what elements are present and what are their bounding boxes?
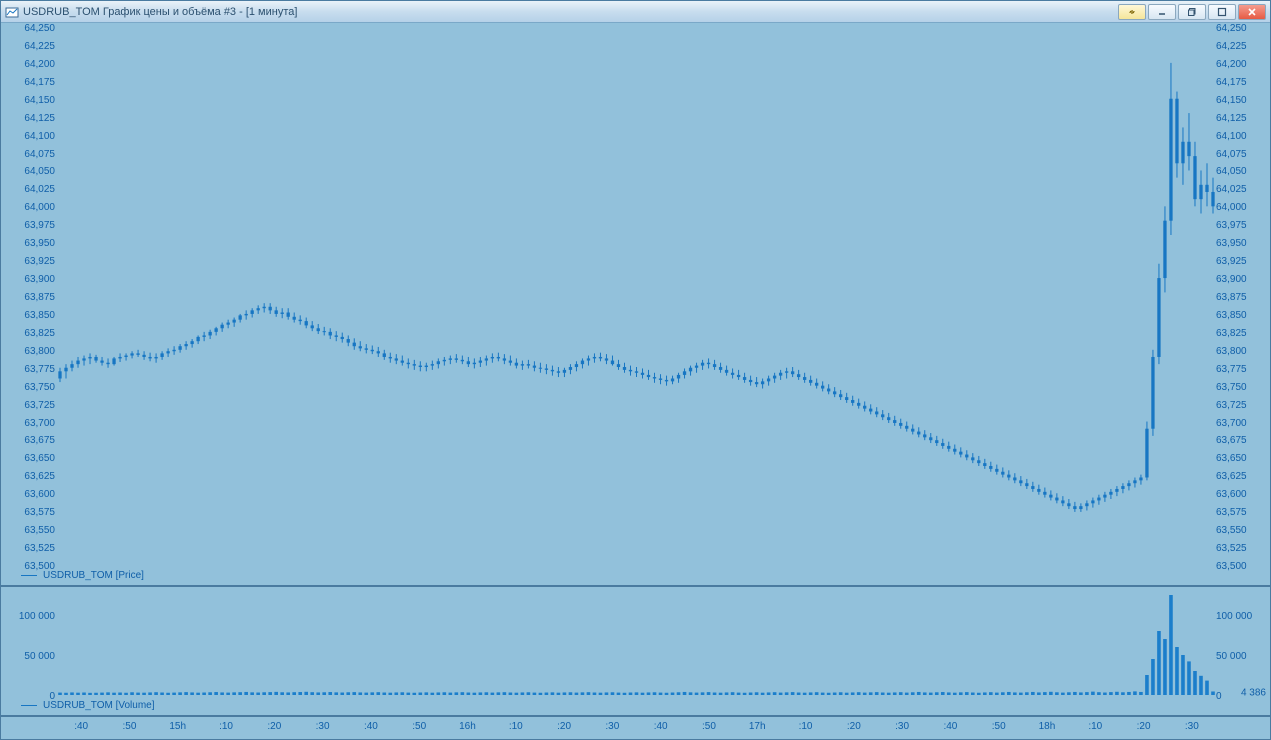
window-title: USDRUB_TOM График цены и объёма #3 - [1 …	[23, 6, 1118, 18]
time-tick: :10	[1088, 721, 1102, 732]
time-tick: :50	[412, 721, 426, 732]
time-tick: 15h	[169, 721, 186, 732]
time-tick: :40	[74, 721, 88, 732]
volume-legend: USDRUB_TOM [Volume]	[21, 700, 155, 711]
maximize-button[interactable]	[1208, 4, 1236, 20]
time-tick: 17h	[749, 721, 766, 732]
time-tick: :50	[702, 721, 716, 732]
app-icon	[5, 5, 19, 19]
time-tick: :10	[219, 721, 233, 732]
time-tick: :50	[122, 721, 136, 732]
minimize-button[interactable]	[1148, 4, 1176, 20]
close-button[interactable]	[1238, 4, 1266, 20]
price-plot[interactable]	[57, 27, 1216, 565]
price-axis-left: 64,25064,22564,20064,17564,15064,12564,1…	[5, 23, 55, 565]
time-tick: :30	[1185, 721, 1199, 732]
time-tick: :20	[1137, 721, 1151, 732]
price-legend: USDRUB_TOM [Price]	[21, 570, 144, 581]
titlebar[interactable]: USDRUB_TOM График цены и объёма #3 - [1 …	[1, 1, 1270, 23]
volume-panel[interactable]: 050 000100 000 050 000100 000 4 386 USDR…	[1, 587, 1270, 717]
volume-plot[interactable]	[57, 591, 1216, 695]
time-tick: :20	[267, 721, 281, 732]
time-tick: :50	[992, 721, 1006, 732]
time-tick: :40	[943, 721, 957, 732]
volume-current-value: 4 386	[1241, 688, 1266, 699]
time-tick: :20	[847, 721, 861, 732]
volume-axis-right: 050 000100 000	[1216, 587, 1266, 695]
time-tick: 18h	[1039, 721, 1056, 732]
time-tick: :30	[895, 721, 909, 732]
time-tick: :30	[605, 721, 619, 732]
volume-axis-left: 050 000100 000	[5, 587, 55, 695]
time-tick: :40	[364, 721, 378, 732]
time-tick: :10	[799, 721, 813, 732]
time-tick: 16h	[459, 721, 476, 732]
time-tick: :30	[316, 721, 330, 732]
chart-window: USDRUB_TOM График цены и объёма #3 - [1 …	[0, 0, 1271, 740]
price-legend-label: USDRUB_TOM [Price]	[43, 570, 144, 581]
time-tick: :20	[557, 721, 571, 732]
restore-button[interactable]	[1178, 4, 1206, 20]
price-legend-swatch	[21, 575, 37, 576]
time-tick: :10	[509, 721, 523, 732]
time-tick: :40	[654, 721, 668, 732]
chart-panels: 64,25064,22564,20064,17564,15064,12564,1…	[1, 23, 1270, 739]
volume-legend-swatch	[21, 705, 37, 706]
volume-legend-label: USDRUB_TOM [Volume]	[43, 700, 155, 711]
price-axis-right: 64,25064,22564,20064,17564,15064,12564,1…	[1216, 23, 1266, 565]
time-axis[interactable]: :40 :50 15h :10 :20 :30 :40 :50 16h :10 :20 :30 :40:…	[1, 717, 1270, 739]
price-panel[interactable]: 64,25064,22564,20064,17564,15064,12564,1…	[1, 23, 1270, 587]
link-button[interactable]	[1118, 4, 1146, 20]
window-controls	[1118, 4, 1266, 20]
